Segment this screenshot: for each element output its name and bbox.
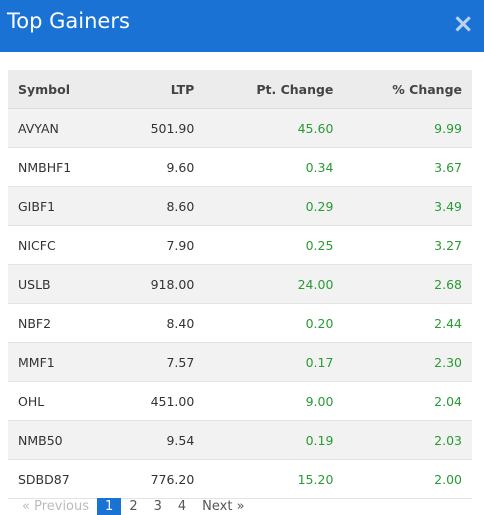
table-cell: AVYAN bbox=[8, 108, 113, 148]
table-cell: 918.00 bbox=[112, 264, 205, 304]
table-cell: 3.49 bbox=[343, 186, 472, 226]
modal-header: Top Gainers × bbox=[0, 0, 484, 52]
table-row[interactable]: NBF2 8.40 0.20 2.44 bbox=[8, 303, 472, 343]
table-cell: NMBHF1 bbox=[8, 147, 113, 187]
table-cell: 2.68 bbox=[343, 264, 472, 304]
table-cell: 8.60 bbox=[112, 186, 205, 226]
table-row[interactable]: AVYAN 501.90 45.60 9.99 bbox=[8, 108, 472, 148]
table-cell: 0.25 bbox=[204, 225, 344, 265]
column-header: Symbol bbox=[8, 70, 113, 109]
page-button[interactable]: 3 bbox=[153, 499, 162, 514]
table-cell: 2.03 bbox=[343, 420, 472, 460]
table-cell: NMB50 bbox=[8, 420, 113, 460]
table-cell: OHL bbox=[8, 381, 113, 421]
table-cell: 3.67 bbox=[343, 147, 472, 187]
table-row[interactable]: GIBF1 8.60 0.29 3.49 bbox=[8, 186, 472, 226]
gainers-table: Symbol LTP Pt. Change% Change AVYAN 501.90 4… bbox=[8, 70, 472, 499]
pagination: « Previous 1 2 3 4 Next » bbox=[14, 498, 253, 515]
table-cell: 9.00 bbox=[204, 381, 344, 421]
column-header: % Change bbox=[343, 70, 472, 109]
table-cell: 15.20 bbox=[204, 459, 344, 499]
table-row[interactable]: NICFC 7.90 0.25 3.27 bbox=[8, 225, 472, 265]
table-row[interactable]: SDBD87 776.20 15.20 2.00 bbox=[8, 459, 472, 499]
table-cell: 45.60 bbox=[204, 108, 344, 148]
table-cell: 501.90 bbox=[112, 108, 205, 148]
table-cell: NBF2 bbox=[8, 303, 113, 343]
table-cell: 0.34 bbox=[204, 147, 344, 187]
table-row[interactable]: OHL 451.00 9.00 2.04 bbox=[8, 381, 472, 421]
table-cell: 9.60 bbox=[112, 147, 205, 187]
table-cell: 7.90 bbox=[112, 225, 205, 265]
header-row: Symbol LTP Pt. Change% Change bbox=[8, 70, 472, 109]
table-cell: 2.30 bbox=[343, 342, 472, 382]
table-cell: SDBD87 bbox=[8, 459, 113, 499]
table-cell: NICFC bbox=[8, 225, 113, 265]
next-button[interactable]: Next » bbox=[202, 499, 245, 514]
table-cell: 9.99 bbox=[343, 108, 472, 148]
table-row[interactable]: MMF1 7.57 0.17 2.30 bbox=[8, 342, 472, 382]
modal-body: Symbol LTP Pt. Change% Change AVYAN 501.90 4… bbox=[0, 52, 484, 509]
table-cell: 0.19 bbox=[204, 420, 344, 460]
table-cell: USLB bbox=[8, 264, 113, 304]
table-cell: 7.57 bbox=[112, 342, 205, 382]
table-cell: 0.29 bbox=[204, 186, 344, 226]
table-cell: 2.04 bbox=[343, 381, 472, 421]
column-header: LTP bbox=[112, 70, 205, 109]
table-cell: 8.40 bbox=[112, 303, 205, 343]
page-button[interactable]: 2 bbox=[129, 499, 138, 514]
modal-title: Top Gainers bbox=[7, 9, 130, 33]
table-row[interactable]: USLB 918.00 24.00 2.68 bbox=[8, 264, 472, 304]
page-button[interactable]: 1 bbox=[97, 498, 122, 515]
previous-button[interactable]: « Previous bbox=[22, 499, 90, 514]
table-cell: 24.00 bbox=[204, 264, 344, 304]
table-cell: GIBF1 bbox=[8, 186, 113, 226]
table-cell: 776.20 bbox=[112, 459, 205, 499]
page-button[interactable]: 4 bbox=[177, 499, 187, 514]
table-cell: MMF1 bbox=[8, 342, 113, 382]
table-row[interactable]: NMB50 9.54 0.19 2.03 bbox=[8, 420, 472, 460]
table-row[interactable]: NMBHF1 9.60 0.34 3.67 bbox=[8, 147, 472, 187]
table-cell: 9.54 bbox=[112, 420, 205, 460]
table-cell: 0.20 bbox=[204, 303, 344, 343]
close-button[interactable]: × bbox=[452, 9, 474, 39]
column-header: Pt. Change bbox=[204, 70, 344, 109]
table-cell: 451.00 bbox=[112, 381, 205, 421]
table-cell: 3.27 bbox=[343, 225, 472, 265]
table-cell: 2.00 bbox=[343, 459, 472, 499]
table-cell: 2.44 bbox=[343, 303, 472, 343]
table-cell: 0.17 bbox=[204, 342, 344, 382]
